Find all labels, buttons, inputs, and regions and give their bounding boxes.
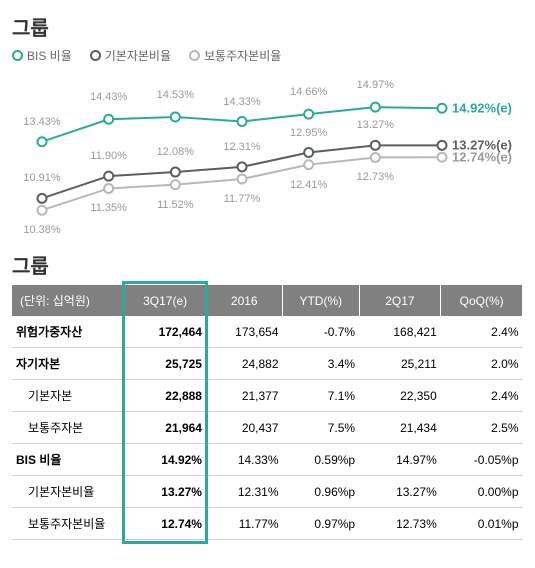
cell: 12.31% [206,476,283,508]
data-label: 12.31% [223,141,260,153]
chart-legend: BIS 비율 기본자본비율 보통주자본비율 [12,47,523,64]
cell: 25,211 [359,348,441,380]
data-label: 10.38% [23,224,60,236]
row-label: 위험가중자산 [12,316,124,348]
series-end-label: 12.74%(e) [452,150,512,165]
cell: 21,964 [124,412,206,444]
cell: -0.05%p [441,444,523,476]
cell: 21,377 [206,380,283,412]
column-header: 2016 [206,285,283,316]
cell: 12.74% [124,508,206,540]
cell: 0.01%p [441,508,523,540]
legend-item: 보통주자본비율 [189,47,281,64]
data-label: 12.41% [290,179,327,191]
data-label: 11.35% [90,202,127,214]
cell: 2.0% [441,348,523,380]
cell: 24,882 [206,348,283,380]
cell: 22,350 [359,380,441,412]
cell: 14.33% [206,444,283,476]
legend-marker-icon [189,50,200,61]
unit-header: (단위: 십억원) [12,285,124,316]
data-label: 14.97% [357,79,394,91]
legend-label: 기본자본비율 [105,47,171,64]
legend-marker-icon [90,50,101,61]
data-label: 14.43% [90,91,127,103]
column-header: 2Q17 [359,285,441,316]
table-row: 보통주자본21,96420,4377.5%21,4342.5% [12,412,523,444]
legend-label: BIS 비율 [27,47,72,64]
table-row: 기본자본22,88821,3777.1%22,3502.4% [12,380,523,412]
cell: 22,888 [124,380,206,412]
cell: 12.73% [359,508,441,540]
legend-label: 보통주자본비율 [204,47,281,64]
cell: 0.97%p [283,508,360,540]
cell: 14.92% [124,444,206,476]
data-label: 11.52% [157,199,194,211]
cell: 168,421 [359,316,441,348]
column-header: QoQ(%) [441,285,523,316]
data-label: 11.90% [90,150,127,162]
table-wrap: (단위: 십억원)3Q17(e)2016YTD(%)2Q17QoQ(%) 위험가… [12,285,523,540]
chart-title: 그룹 [12,12,523,41]
row-label: 기본자본비율 [12,476,124,508]
data-label: 12.08% [157,146,194,158]
data-label: 14.53% [157,89,194,101]
data-label: 12.73% [357,171,394,183]
cell: 13.27% [359,476,441,508]
row-label: 기본자본 [12,380,124,412]
data-label: 14.66% [290,86,327,98]
data-label: 14.33% [223,96,260,108]
cell: 2.4% [441,380,523,412]
cell: 21,434 [359,412,441,444]
data-label: 13.43% [23,116,60,128]
data-table: (단위: 십억원)3Q17(e)2016YTD(%)2Q17QoQ(%) 위험가… [12,285,523,540]
cell: 0.96%p [283,476,360,508]
data-label: 10.91% [23,172,60,184]
row-label: 보통주자본비율 [12,508,124,540]
line-chart: 13.43% 14.43% 14.53% 14.33% 14.66% 14.97% 14.9… [12,72,523,242]
data-label: 13.27% [357,119,394,131]
data-label: 12.95% [290,127,327,139]
column-header: 3Q17(e) [124,285,206,316]
table-row: 기본자본비율13.27%12.31%0.96%p13.27%0.00%p [12,476,523,508]
table-row: 보통주자본비율12.74%11.77%0.97%p12.73%0.01%p [12,508,523,540]
row-label: 보통주자본 [12,412,124,444]
row-label: BIS 비율 [12,444,124,476]
row-label: 자기자본 [12,348,124,380]
column-header: YTD(%) [283,285,360,316]
table-row: BIS 비율14.92%14.33%0.59%p14.97%-0.05%p [12,444,523,476]
legend-item: BIS 비율 [12,47,72,64]
cell: 172,464 [124,316,206,348]
table-row: 자기자본25,72524,8823.4%25,2112.0% [12,348,523,380]
data-label: 11.77% [224,193,261,205]
table-row: 위험가중자산172,464173,654-0.7%168,4212.4% [12,316,523,348]
cell: 11.77% [206,508,283,540]
cell: 173,654 [206,316,283,348]
cell: 7.1% [283,380,360,412]
cell: 7.5% [283,412,360,444]
cell: 2.5% [441,412,523,444]
cell: 14.97% [359,444,441,476]
legend-marker-icon [12,50,23,61]
legend-item: 기본자본비율 [90,47,171,64]
cell: -0.7% [283,316,360,348]
cell: 0.59%p [283,444,360,476]
cell: 0.00%p [441,476,523,508]
cell: 2.4% [441,316,523,348]
cell: 25,725 [124,348,206,380]
cell: 20,437 [206,412,283,444]
series-end-label: 14.92%(e) [452,101,512,116]
table-title: 그룹 [12,250,523,279]
cell: 3.4% [283,348,360,380]
cell: 13.27% [124,476,206,508]
